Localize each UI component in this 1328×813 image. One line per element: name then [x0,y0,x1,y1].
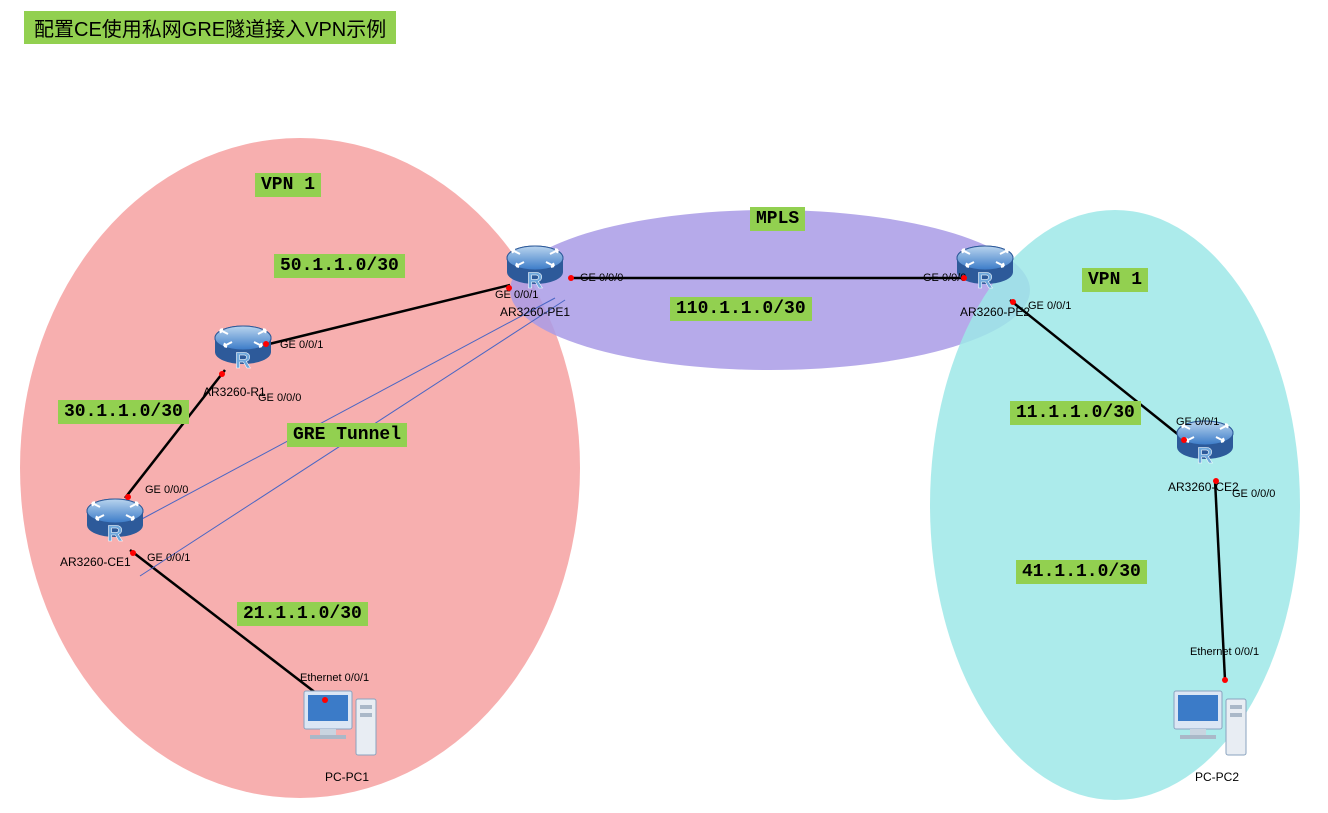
dev-label-pe2: AR3260-PE2 [960,305,1030,319]
dev-label-pc2: PC-PC2 [1195,770,1239,784]
svg-text:R: R [107,521,123,546]
svg-text:R: R [235,348,251,373]
port-pe2-g001: GE 0/0/1 [1028,300,1071,312]
port-pc1-eth: Ethernet 0/0/1 [300,672,369,684]
zone-label-mpls: MPLS [750,207,805,231]
dev-label-ce2: AR3260-CE2 [1168,480,1239,494]
diagram-stage: 配置CE使用私网GRE隧道接入VPN示例 VPN 1 MPLS VPN 1 50… [0,0,1328,813]
svg-text:R: R [1197,443,1213,468]
net-50: 50.1.1.0/30 [274,254,405,278]
diagram-title: 配置CE使用私网GRE隧道接入VPN示例 [24,11,396,44]
link-dot [125,494,131,500]
link-dot [1222,677,1228,683]
net-11: 11.1.1.0/30 [1010,401,1141,425]
dev-label-pc1: PC-PC1 [325,770,369,784]
zone-label-vpn1-left: VPN 1 [255,173,321,197]
port-pe1-g001: GE 0/0/1 [495,289,538,301]
port-ce2-g001: GE 0/0/1 [1176,416,1219,428]
port-ce1-g000: GE 0/0/0 [145,484,188,496]
port-ce1-g001: GE 0/0/1 [147,552,190,564]
dev-label-ce1: AR3260-CE1 [60,555,131,569]
link-dot [263,341,269,347]
router-pe2-icon: R [950,240,1020,300]
net-110: 110.1.1.0/30 [670,297,812,321]
port-r1-g001: GE 0/0/1 [280,339,323,351]
net-21: 21.1.1.0/30 [237,602,368,626]
port-r1-g000: GE 0/0/0 [258,392,301,404]
dev-label-pe1: AR3260-PE1 [500,305,570,319]
link-dot [219,371,225,377]
link-dot [322,697,328,703]
port-pe1-g000: GE 0/0/0 [580,272,623,284]
link-dot [568,275,574,281]
port-pe2-g000: GE 0/0/0 [923,272,966,284]
link-dot [1213,478,1219,484]
link-dot [961,275,967,281]
net-41: 41.1.1.0/30 [1016,560,1147,584]
pc1-icon [300,685,380,765]
link-dot [1010,299,1016,305]
port-pc2-eth: Ethernet 0/0/1 [1190,646,1259,658]
zone-label-vpn1-right: VPN 1 [1082,268,1148,292]
gre-tunnel-label: GRE Tunnel [287,423,407,447]
net-30: 30.1.1.0/30 [58,400,189,424]
link-dot [130,550,136,556]
router-r1-icon: R [208,320,278,380]
svg-text:R: R [977,268,993,293]
dev-label-r1: AR3260-R1 [203,385,266,399]
port-ce2-g000: GE 0/0/0 [1232,488,1275,500]
router-ce1-icon: R [80,493,150,553]
pc2-icon [1170,685,1250,765]
link-dot [1181,437,1187,443]
link-dot [506,285,512,291]
